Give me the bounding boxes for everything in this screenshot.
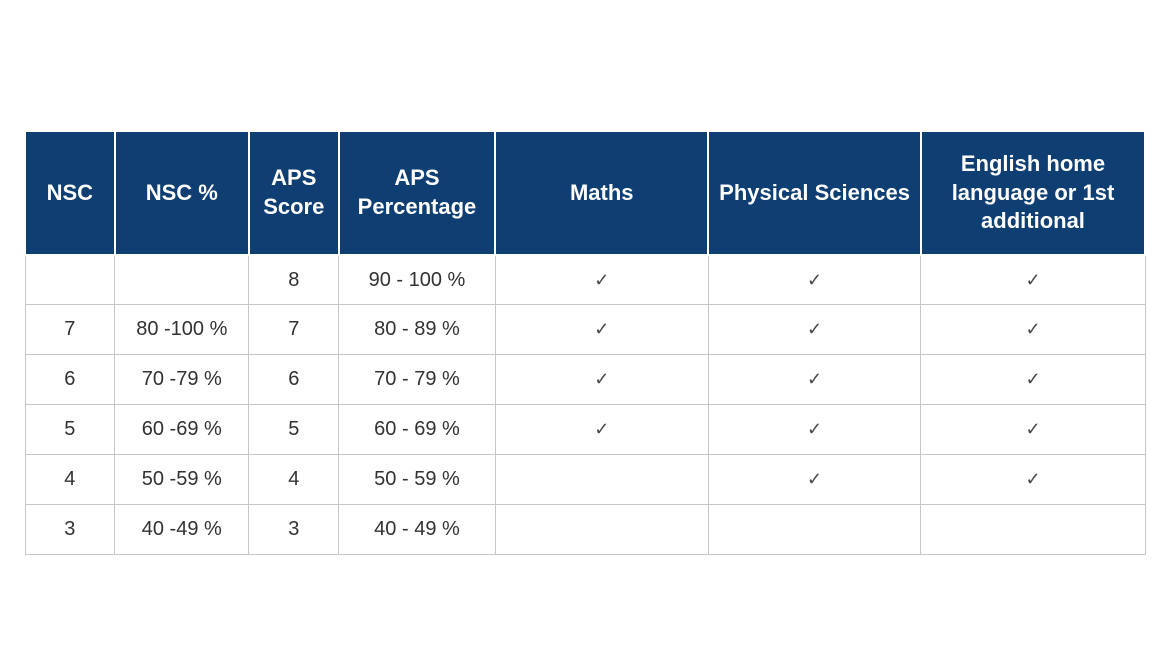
cell-nsc-pct: 50 -59 % <box>115 455 249 505</box>
cell-aps-score: 5 <box>249 405 339 455</box>
cell-eng: ✓ <box>921 405 1145 455</box>
table-row: 780 -100 %780 - 89 %✓✓✓ <box>25 305 1145 355</box>
table-row: 450 -59 %450 - 59 %✓✓ <box>25 455 1145 505</box>
check-icon: ✓ <box>807 270 822 290</box>
col-header-eng: English home language or 1st additional <box>921 131 1145 255</box>
check-icon: ✓ <box>1025 319 1040 339</box>
cell-maths: ✓ <box>495 355 708 405</box>
check-icon: ✓ <box>594 419 609 439</box>
cell-nsc-pct: 70 -79 % <box>115 355 249 405</box>
cell-aps-score: 3 <box>249 505 339 555</box>
check-icon: ✓ <box>807 369 822 389</box>
cell-maths <box>495 505 708 555</box>
cell-nsc-pct: 80 -100 % <box>115 305 249 355</box>
check-icon: ✓ <box>1025 469 1040 489</box>
table-row: 560 -69 %560 - 69 %✓✓✓ <box>25 405 1145 455</box>
cell-nsc-pct: 40 -49 % <box>115 505 249 555</box>
cell-aps-pct: 60 - 69 % <box>339 405 496 455</box>
check-icon: ✓ <box>1025 369 1040 389</box>
table-header-row: NSC NSC % APS Score APS Percentage Maths… <box>25 131 1145 255</box>
cell-aps-score: 6 <box>249 355 339 405</box>
cell-aps-score: 7 <box>249 305 339 355</box>
check-icon: ✓ <box>807 419 822 439</box>
cell-maths: ✓ <box>495 405 708 455</box>
check-icon: ✓ <box>594 270 609 290</box>
check-icon: ✓ <box>1025 270 1040 290</box>
col-header-phys: Physical Sciences <box>708 131 921 255</box>
cell-maths: ✓ <box>495 305 708 355</box>
cell-eng <box>921 505 1145 555</box>
cell-aps-pct: 50 - 59 % <box>339 455 496 505</box>
cell-phys: ✓ <box>708 455 921 505</box>
cell-aps-pct: 40 - 49 % <box>339 505 496 555</box>
aps-score-table: NSC NSC % APS Score APS Percentage Maths… <box>24 130 1146 555</box>
cell-aps-pct: 70 - 79 % <box>339 355 496 405</box>
check-icon: ✓ <box>594 319 609 339</box>
cell-phys: ✓ <box>708 305 921 355</box>
cell-phys: ✓ <box>708 255 921 305</box>
cell-nsc: 3 <box>25 505 115 555</box>
col-header-maths: Maths <box>495 131 708 255</box>
cell-nsc-pct: 60 -69 % <box>115 405 249 455</box>
cell-aps-pct: 80 - 89 % <box>339 305 496 355</box>
cell-nsc: 6 <box>25 355 115 405</box>
cell-nsc-pct <box>115 255 249 305</box>
cell-phys <box>708 505 921 555</box>
col-header-aps-pct: APS Percentage <box>339 131 496 255</box>
cell-maths <box>495 455 708 505</box>
cell-aps-pct: 90 - 100 % <box>339 255 496 305</box>
col-header-nsc: NSC <box>25 131 115 255</box>
cell-phys: ✓ <box>708 405 921 455</box>
cell-eng: ✓ <box>921 305 1145 355</box>
col-header-nsc-pct: NSC % <box>115 131 249 255</box>
cell-nsc: 4 <box>25 455 115 505</box>
cell-eng: ✓ <box>921 455 1145 505</box>
cell-aps-score: 4 <box>249 455 339 505</box>
check-icon: ✓ <box>594 369 609 389</box>
check-icon: ✓ <box>807 319 822 339</box>
table-body: 890 - 100 %✓✓✓780 -100 %780 - 89 %✓✓✓670… <box>25 255 1145 555</box>
cell-phys: ✓ <box>708 355 921 405</box>
table-row: 670 -79 %670 - 79 %✓✓✓ <box>25 355 1145 405</box>
cell-eng: ✓ <box>921 255 1145 305</box>
check-icon: ✓ <box>1025 419 1040 439</box>
cell-aps-score: 8 <box>249 255 339 305</box>
col-header-aps-score: APS Score <box>249 131 339 255</box>
check-icon: ✓ <box>807 469 822 489</box>
cell-nsc <box>25 255 115 305</box>
cell-eng: ✓ <box>921 355 1145 405</box>
cell-nsc: 5 <box>25 405 115 455</box>
cell-maths: ✓ <box>495 255 708 305</box>
cell-nsc: 7 <box>25 305 115 355</box>
table-row: 340 -49 %340 - 49 % <box>25 505 1145 555</box>
table-row: 890 - 100 % ✓ ✓ ✓ <box>25 255 1145 305</box>
